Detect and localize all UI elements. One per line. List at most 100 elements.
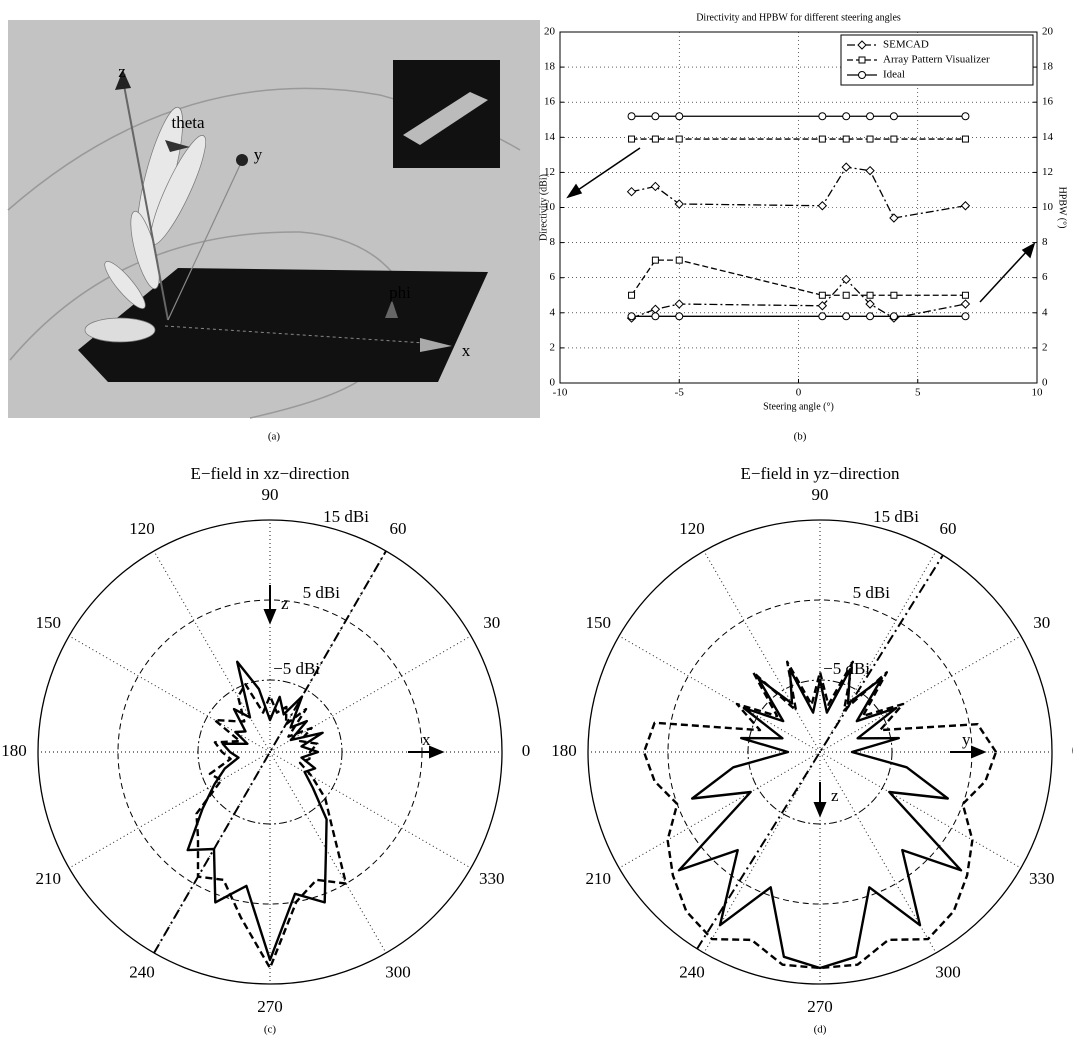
marker [890, 313, 897, 320]
x-axis-label: Steering angle (°) [763, 401, 834, 412]
legend-label: Array Pattern Visualizer [883, 54, 990, 66]
chart-title: E−field in xz−direction [191, 464, 350, 483]
marker [867, 313, 874, 320]
y2-axis-label: HPBW (°) [1057, 187, 1068, 229]
ring-label: 5 dBi [303, 583, 341, 602]
angle-label: 120 [679, 519, 705, 538]
marker [962, 313, 969, 320]
lobe [85, 318, 155, 342]
marker [843, 113, 850, 120]
caption: (c) [264, 1024, 277, 1036]
y2-tick-label: 18 [1042, 61, 1054, 73]
angle-label: 330 [1029, 869, 1055, 888]
y2-tick-label: 6 [1042, 271, 1048, 283]
annotation: z [281, 594, 289, 613]
annotation: z [831, 786, 839, 805]
legend-label: SEMCAD [883, 39, 929, 51]
caption: (a) [268, 431, 281, 443]
render-label: y [254, 145, 263, 164]
y2-tick-label: 14 [1042, 131, 1054, 143]
marker [891, 292, 897, 298]
legend-marker [859, 57, 865, 63]
y-axis-label: Directivity (dBi) [538, 174, 549, 241]
angle-label: 270 [257, 997, 283, 1016]
marker [867, 136, 873, 142]
marker [629, 136, 635, 142]
annotation: x [422, 730, 431, 749]
marker [890, 113, 897, 120]
y2-tick-label: 2 [1042, 341, 1048, 353]
angle-label: 210 [586, 869, 612, 888]
angle-label: 240 [129, 963, 155, 982]
render-label: z [118, 62, 126, 81]
marker [891, 136, 897, 142]
ring-label: 15 dBi [323, 507, 369, 526]
marker [962, 292, 968, 298]
angle-label: 60 [390, 519, 407, 538]
y2-tick-label: 4 [1042, 306, 1048, 318]
angle-label: 180 [551, 741, 577, 760]
angle-label: 30 [483, 613, 500, 632]
angle-label: 120 [129, 519, 155, 538]
caption: (b) [794, 431, 807, 443]
ring-label: −5 dBi [273, 659, 320, 678]
angle-label: 90 [812, 485, 829, 504]
marker [676, 113, 683, 120]
render-label: x [462, 341, 471, 360]
y-tick-label: 0 [550, 377, 556, 389]
y2-tick-label: 16 [1042, 96, 1054, 108]
marker [819, 313, 826, 320]
chart-title: E−field in yz−direction [741, 464, 900, 483]
angle-label: 210 [36, 869, 62, 888]
y2-tick-label: 0 [1042, 377, 1048, 389]
marker [652, 313, 659, 320]
marker [628, 313, 635, 320]
y2-tick-label: 12 [1042, 166, 1053, 178]
annotation: y [962, 730, 971, 749]
marker [676, 136, 682, 142]
y-tick-label: 14 [544, 131, 556, 143]
y-tick-label: 8 [550, 236, 556, 248]
marker [843, 136, 849, 142]
marker [843, 292, 849, 298]
y2-tick-label: 8 [1042, 236, 1048, 248]
legend-marker [859, 72, 866, 79]
marker [676, 257, 682, 263]
angle-label: 300 [385, 963, 411, 982]
legend-label: Ideal [883, 69, 905, 81]
angle-label: 270 [807, 997, 833, 1016]
marker [843, 313, 850, 320]
y-tick-label: 4 [550, 306, 556, 318]
render-panel: z theta y phi x [8, 20, 540, 418]
marker [676, 313, 683, 320]
marker [628, 113, 635, 120]
angle-label: 60 [940, 519, 957, 538]
marker [867, 292, 873, 298]
angle-label: 90 [262, 485, 279, 504]
y-tick-label: 16 [544, 96, 556, 108]
angle-label: 150 [36, 613, 62, 632]
y-arrow [236, 154, 248, 166]
marker [819, 113, 826, 120]
y2-tick-label: 10 [1042, 201, 1054, 213]
marker [819, 136, 825, 142]
marker [962, 136, 968, 142]
y-tick-label: 20 [544, 26, 556, 38]
figure: z theta y phi x (a) (b) (c) (d) Directiv… [0, 0, 1073, 1045]
angle-label: 30 [1033, 613, 1050, 632]
marker [652, 136, 658, 142]
angle-label: 150 [586, 613, 612, 632]
x-tick-label: 0 [796, 387, 802, 399]
marker [867, 113, 874, 120]
render-label: phi [389, 283, 411, 302]
angle-label: 300 [935, 963, 961, 982]
ring-label: 15 dBi [873, 507, 919, 526]
chart-title: Directivity and HPBW for different steer… [696, 12, 901, 23]
render-label: theta [171, 113, 204, 132]
marker [962, 113, 969, 120]
marker [652, 113, 659, 120]
marker [629, 292, 635, 298]
y-tick-label: 2 [550, 341, 556, 353]
y-tick-label: 18 [544, 61, 556, 73]
x-tick-label: -5 [675, 387, 685, 399]
